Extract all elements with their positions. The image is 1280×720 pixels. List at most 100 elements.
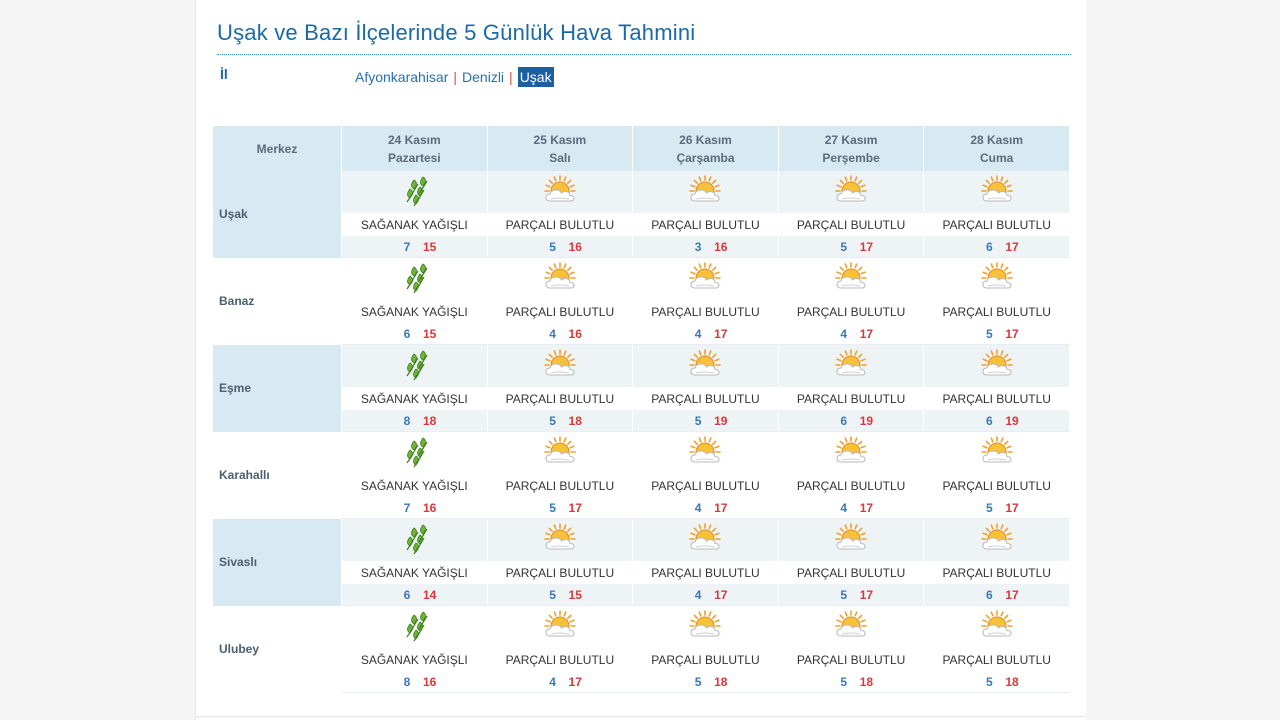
temperature-cell: 5 18 xyxy=(487,410,634,432)
weather-icon-cell xyxy=(632,344,779,387)
rain-shower-icon xyxy=(396,348,432,382)
max-temperature: 16 xyxy=(422,500,437,515)
max-temperature: 16 xyxy=(568,326,582,341)
location-group: Ulubey SAĞANAK YAĞIŞLI PARÇALI BULUTLU PARÇ… xyxy=(213,605,1070,693)
weather-condition: PARÇALI BULUTLU xyxy=(487,561,634,584)
temperature-cell: 8 18 xyxy=(341,410,488,432)
weather-condition: PARÇALI BULUTLU xyxy=(632,387,779,410)
weather-condition: PARÇALI BULUTLU xyxy=(487,300,634,323)
weather-icon-cell xyxy=(341,605,488,648)
weather-icon-cell xyxy=(923,518,1070,561)
max-temperature: 18 xyxy=(422,413,437,428)
page-bottom-divider xyxy=(197,716,1085,717)
forecast-header-row: Merkez 24 Kasım Pazartesi 25 Kasım Salı 26… xyxy=(213,126,1070,171)
icon-row: Ulubey xyxy=(213,605,1070,693)
forecast-table: Merkez 24 Kasım Pazartesi 25 Kasım Salı 26… xyxy=(213,126,1070,693)
max-temperature: 17 xyxy=(568,674,582,689)
max-temperature: 19 xyxy=(714,413,728,428)
icon-row: Banaz xyxy=(213,257,1070,345)
day-weekday: Perşembe xyxy=(822,150,880,165)
max-temperature: 18 xyxy=(568,413,582,428)
condition-row: SAĞANAK YAĞIŞLI PARÇALI BULUTLU PARÇALI BU… xyxy=(213,213,1070,236)
partly-cloudy-icon xyxy=(833,174,869,208)
min-temperature: 4 xyxy=(694,326,702,341)
temperature-cell: 5 17 xyxy=(923,323,1070,345)
province-separator: | xyxy=(453,69,458,85)
partly-cloudy-icon xyxy=(687,348,723,382)
province-link[interactable]: Denizli xyxy=(462,69,505,85)
weather-condition: SAĞANAK YAĞIŞLI xyxy=(341,561,488,584)
weather-icon-cell xyxy=(632,171,779,213)
partly-cloudy-icon xyxy=(542,261,578,295)
min-temperature: 4 xyxy=(694,500,702,515)
max-temperature: 15 xyxy=(422,239,437,254)
temperature-row: 7 16 5 17 4 17 4 17 5 17 xyxy=(213,497,1070,519)
temperature-cell: 5 18 xyxy=(923,671,1070,693)
weather-icon-cell xyxy=(778,431,925,474)
temperature-cell: 7 15 xyxy=(341,236,488,258)
min-temperature: 4 xyxy=(549,674,556,689)
temperature-cell: 8 16 xyxy=(341,671,488,693)
location-name: Banaz xyxy=(213,257,342,345)
temperature-cell: 6 17 xyxy=(923,584,1070,606)
condition-row: SAĞANAK YAĞIŞLI PARÇALI BULUTLU PARÇALI BU… xyxy=(213,561,1070,584)
min-temperature: 6 xyxy=(986,413,993,428)
min-temperature: 6 xyxy=(403,587,411,602)
weather-condition: PARÇALI BULUTLU xyxy=(487,648,634,671)
day-weekday: Çarşamba xyxy=(676,150,735,165)
max-temperature: 17 xyxy=(859,326,874,341)
location-group: Banaz SAĞANAK YAĞIŞLI PARÇALI BULUTLU PARÇA… xyxy=(213,257,1070,345)
weather-icon-cell xyxy=(778,605,925,648)
province-link[interactable]: Uşak xyxy=(517,67,554,87)
max-temperature: 16 xyxy=(568,239,582,254)
weather-icon-cell xyxy=(487,605,634,648)
rain-shower-icon xyxy=(396,174,432,208)
min-temperature: 4 xyxy=(694,587,702,602)
min-temperature: 5 xyxy=(986,674,993,689)
day-date: 28 Kasım xyxy=(970,132,1024,147)
condition-row: SAĞANAK YAĞIŞLI PARÇALI BULUTLU PARÇALI BU… xyxy=(213,300,1070,323)
partly-cloudy-icon xyxy=(687,522,723,556)
min-temperature: 5 xyxy=(840,587,848,602)
min-temperature: 4 xyxy=(549,326,556,341)
partly-cloudy-icon xyxy=(687,435,723,469)
temperature-row: 6 15 4 16 4 17 4 17 5 17 xyxy=(213,323,1070,345)
weather-condition: PARÇALI BULUTLU xyxy=(923,474,1070,497)
weather-icon-cell xyxy=(341,257,488,300)
location-name: Eşme xyxy=(213,344,342,432)
max-temperature: 17 xyxy=(859,587,874,602)
location-name: Karahallı xyxy=(213,431,342,519)
min-temperature: 6 xyxy=(986,239,993,254)
temperature-cell: 5 17 xyxy=(923,497,1070,519)
weather-icon-cell xyxy=(778,518,925,561)
max-temperature: 17 xyxy=(714,500,728,515)
day-weekday: Cuma xyxy=(980,150,1014,165)
province-link[interactable]: Afyonkarahisar xyxy=(355,69,449,85)
temperature-cell: 6 17 xyxy=(923,236,1070,258)
temperature-row: 6 14 5 15 4 17 5 17 6 17 xyxy=(213,584,1070,606)
temperature-cell: 4 17 xyxy=(632,584,779,606)
weather-icon-cell xyxy=(778,344,925,387)
province-selector: Afyonkarahisar | Denizli | Uşak xyxy=(355,67,554,87)
temperature-cell: 5 18 xyxy=(632,671,779,693)
weather-condition: PARÇALI BULUTLU xyxy=(632,213,779,236)
location-group: Sivaslı SAĞANAK YAĞIŞLI PARÇALI BULUTLU PAR… xyxy=(213,518,1070,606)
weather-icon-cell xyxy=(487,518,634,561)
temperature-cell: 5 17 xyxy=(778,584,925,606)
temperature-cell: 7 16 xyxy=(341,497,488,519)
min-temperature: 6 xyxy=(840,413,848,428)
temperature-cell: 5 17 xyxy=(778,236,925,258)
temperature-cell: 5 18 xyxy=(778,671,925,693)
max-temperature: 14 xyxy=(422,587,437,602)
weather-condition: SAĞANAK YAĞIŞLI xyxy=(341,474,488,497)
location-group: Karahallı SAĞANAK YAĞIŞLI PARÇALI BULUTLU P… xyxy=(213,431,1070,519)
max-temperature: 17 xyxy=(859,500,874,515)
day-date: 27 Kasım xyxy=(824,132,878,147)
temperature-cell: 4 17 xyxy=(632,497,779,519)
temperature-cell: 6 14 xyxy=(341,584,488,606)
rain-shower-icon xyxy=(396,261,432,295)
temperature-cell: 6 15 xyxy=(341,323,488,345)
icon-row: Karahallı xyxy=(213,431,1070,519)
temperature-cell: 4 17 xyxy=(778,497,925,519)
weather-condition: PARÇALI BULUTLU xyxy=(778,561,925,584)
